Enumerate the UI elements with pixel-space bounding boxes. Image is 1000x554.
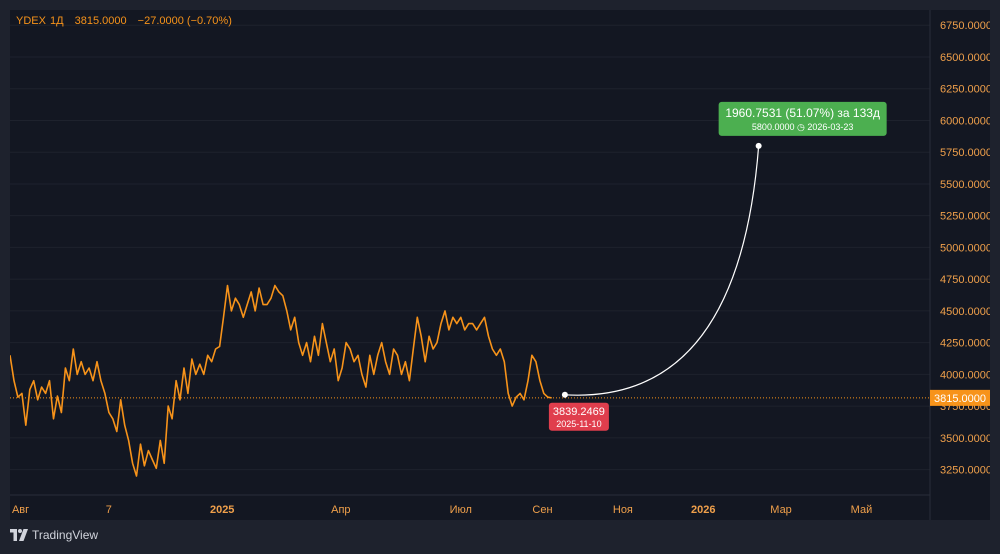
interval-label: 1Д	[49, 15, 64, 27]
projection-end-detail: 5800.0000 ◷ 2026-03-23	[752, 122, 853, 132]
x-tick-label: Сен	[532, 504, 552, 516]
chart-background	[10, 10, 990, 520]
projection-end-label[interactable]	[718, 101, 887, 136]
y-tick-label: 6500.0000	[940, 52, 990, 64]
y-tick-label: 4250.0000	[940, 338, 990, 350]
x-tick-label: Мар	[770, 504, 792, 516]
x-tick-label: 2026	[691, 504, 715, 516]
y-tick-label: 3500.0000	[940, 433, 990, 445]
x-tick-label: 7	[106, 504, 112, 516]
x-tick-label: Апр	[331, 504, 350, 516]
y-tick-label: 4750.0000	[940, 274, 990, 286]
y-tick-label: 5000.0000	[940, 242, 990, 254]
x-tick-label: 2025	[210, 504, 234, 516]
y-tick-label: 4500.0000	[940, 306, 990, 318]
y-tick-label: 6250.0000	[940, 84, 990, 96]
y-tick-label: 3250.0000	[940, 465, 990, 477]
y-tick-label: 6750.0000	[940, 20, 990, 32]
y-tick-label: 6000.0000	[940, 115, 990, 127]
symbol-legend[interactable]: YDEX 1Д 3815.0000 −27.0000 (−0.70%)	[16, 15, 240, 27]
tradingview-logo-icon	[10, 529, 28, 541]
projection-start-label[interactable]	[548, 402, 609, 431]
price-axis[interactable]: 6750.0000 6500.0000 6250.0000 6000.0000 5750…	[929, 10, 990, 520]
price-series-line[interactable]	[10, 284, 552, 477]
y-tick-label: 5750.0000	[940, 147, 990, 159]
projection-summary: 1960.7531 (51.07%) за 133д	[725, 106, 880, 120]
projection-start-value: 3839.2469	[553, 406, 605, 418]
grid	[10, 24, 930, 471]
last-price: 3815.0000	[74, 15, 127, 27]
time-axis[interactable]: Авг 7 2025 Апр Июл Сен Ноя 2026 Мар Май	[10, 494, 930, 516]
y-tick-label: 4000.0000	[940, 369, 990, 381]
x-tick-label: Июл	[450, 504, 472, 516]
y-tick-label: 5500.0000	[940, 179, 990, 191]
projection-curve[interactable]	[564, 145, 760, 396]
footer: TradingView	[10, 528, 98, 542]
x-tick-label: Ноя	[613, 504, 633, 516]
projection-start-date: 2025-11-10	[556, 419, 601, 429]
current-price-tag[interactable]	[930, 389, 990, 406]
symbol-name: YDEX	[16, 15, 46, 27]
current-price-tag-label: 3815.0000	[934, 393, 986, 405]
y-tick-label: 5250.0000	[940, 211, 990, 223]
projection-start-point[interactable]	[561, 391, 568, 398]
price-series[interactable]	[10, 284, 552, 477]
projection-end-point[interactable]	[755, 142, 762, 149]
price-change: −27.0000 (−0.70%)	[137, 15, 232, 27]
x-tick-label: Авг	[12, 504, 29, 516]
brand-name: TradingView	[32, 528, 99, 542]
x-tick-label: Май	[851, 504, 873, 516]
